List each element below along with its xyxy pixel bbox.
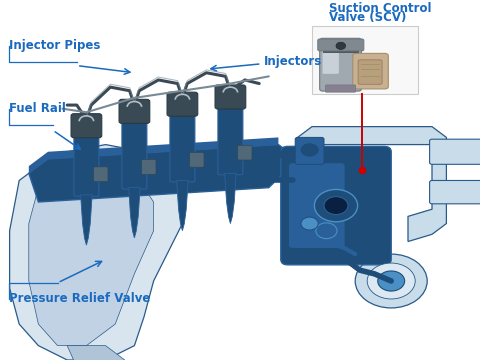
Circle shape (378, 271, 405, 291)
FancyBboxPatch shape (218, 100, 243, 175)
FancyBboxPatch shape (215, 85, 246, 109)
Text: Fuel Rail: Fuel Rail (9, 102, 65, 115)
Polygon shape (29, 138, 278, 173)
Circle shape (301, 217, 318, 230)
Polygon shape (177, 180, 188, 231)
Circle shape (336, 42, 346, 49)
FancyBboxPatch shape (323, 43, 339, 74)
FancyBboxPatch shape (167, 92, 198, 116)
FancyBboxPatch shape (323, 48, 359, 53)
Text: Injector Pipes: Injector Pipes (9, 39, 100, 52)
FancyBboxPatch shape (119, 99, 150, 123)
Circle shape (316, 223, 337, 239)
FancyBboxPatch shape (312, 26, 418, 94)
FancyBboxPatch shape (289, 163, 345, 248)
Polygon shape (81, 195, 92, 245)
FancyBboxPatch shape (74, 129, 99, 196)
Text: Injectors: Injectors (264, 55, 322, 68)
Polygon shape (29, 145, 298, 202)
FancyBboxPatch shape (170, 107, 195, 182)
FancyBboxPatch shape (238, 145, 252, 160)
FancyBboxPatch shape (122, 114, 147, 189)
FancyBboxPatch shape (142, 159, 156, 174)
Text: Suction Control: Suction Control (329, 2, 432, 15)
Circle shape (355, 254, 427, 308)
FancyBboxPatch shape (190, 153, 204, 167)
Polygon shape (67, 346, 125, 360)
FancyBboxPatch shape (430, 180, 480, 204)
Polygon shape (129, 188, 140, 238)
FancyBboxPatch shape (71, 114, 102, 138)
Text: Pressure Relief Valve: Pressure Relief Valve (9, 292, 150, 306)
FancyBboxPatch shape (281, 147, 391, 265)
FancyBboxPatch shape (325, 85, 356, 92)
FancyBboxPatch shape (430, 139, 480, 164)
Text: Valve (SCV): Valve (SCV) (329, 10, 406, 24)
Circle shape (300, 143, 319, 157)
Circle shape (367, 263, 415, 299)
Polygon shape (10, 145, 182, 360)
Polygon shape (298, 127, 446, 242)
FancyBboxPatch shape (318, 39, 364, 51)
FancyBboxPatch shape (358, 60, 382, 84)
Polygon shape (225, 173, 236, 224)
Circle shape (314, 189, 358, 222)
FancyBboxPatch shape (94, 167, 108, 181)
Polygon shape (29, 159, 154, 346)
FancyBboxPatch shape (320, 38, 361, 91)
Circle shape (324, 197, 348, 215)
FancyBboxPatch shape (353, 53, 388, 89)
FancyBboxPatch shape (295, 138, 324, 164)
